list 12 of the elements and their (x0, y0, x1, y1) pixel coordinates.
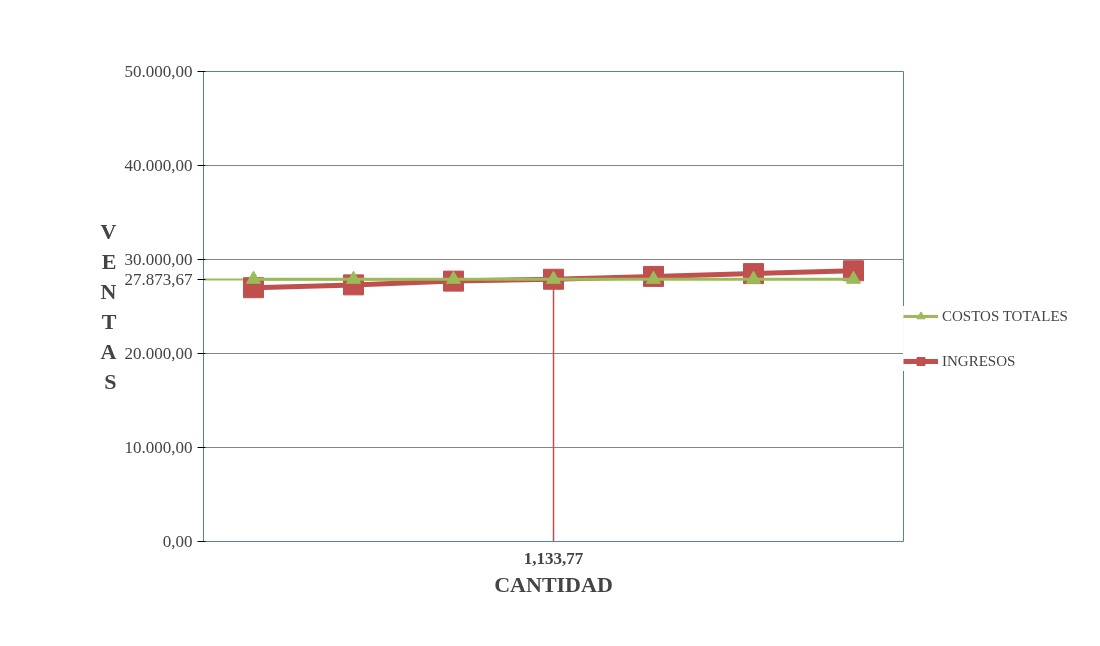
y-tick-label: 20.000,00 (124, 344, 193, 363)
y-axis-title: VENTAS (100, 219, 117, 394)
ref-line-label: 27.873,67 (124, 269, 193, 289)
y-tick-label: 0,00 (162, 532, 193, 551)
y-tick-label: 40.000,00 (124, 156, 193, 175)
x-tick-label: 1,133,77 (523, 548, 584, 568)
y-tick-label: 10.000,00 (124, 438, 193, 457)
y-tick-label: 30.000,00 (124, 250, 193, 269)
y-tick-label: 50.000,00 (124, 62, 193, 81)
legend-label: INGRESOS (942, 352, 1016, 370)
x-axis-title: CANTIDAD (494, 571, 613, 597)
legend-label: COSTOS TOTALES (942, 307, 1068, 325)
